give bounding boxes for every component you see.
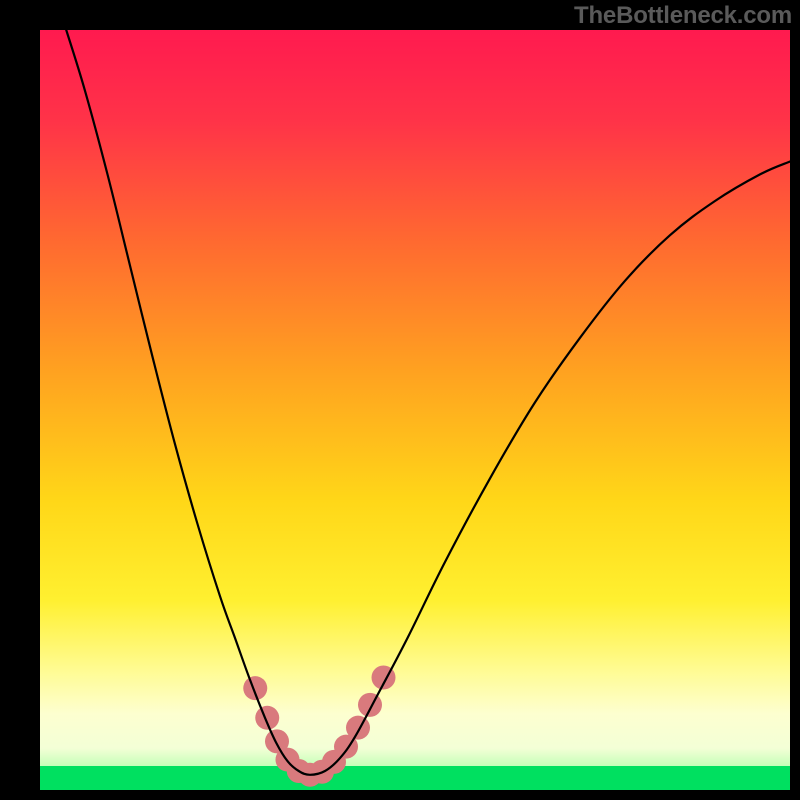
chart-root: TheBottleneck.com [0,0,800,800]
bottom-marker [346,716,370,740]
watermark-text: TheBottleneck.com [574,2,792,30]
bottom-marker [255,706,279,730]
bottom-marker [358,693,382,717]
bottleneck-curve [66,30,790,775]
curve-layer [40,30,790,790]
bottom-marker-group [243,666,395,787]
plot-area [40,30,790,790]
